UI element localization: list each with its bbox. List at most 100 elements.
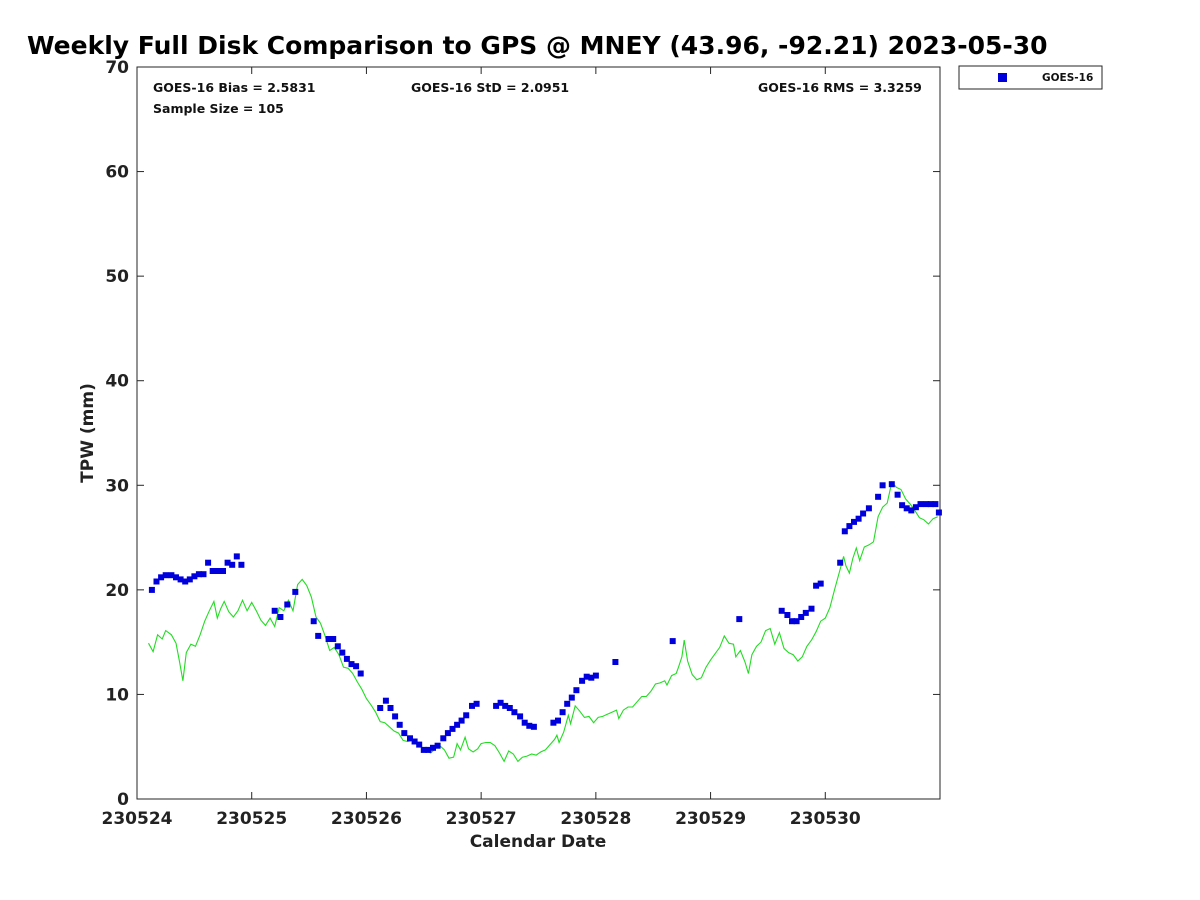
data-point-34 — [377, 705, 384, 711]
data-point-85 — [817, 580, 824, 587]
data-point-102 — [923, 501, 930, 508]
data-point-22 — [284, 601, 291, 608]
data-point-5 — [173, 574, 179, 581]
data-point-101 — [917, 501, 924, 508]
x-axis-label: Calendar Date — [470, 832, 607, 852]
data-point-69 — [573, 687, 580, 694]
data-point-80 — [793, 618, 800, 625]
data-point-27 — [330, 636, 337, 642]
data-point-97 — [899, 502, 906, 509]
data-point-90 — [855, 515, 862, 522]
data-point-73 — [592, 672, 599, 679]
data-point-79 — [789, 618, 795, 625]
data-point-23 — [292, 588, 299, 595]
data-point-86 — [837, 559, 844, 566]
x-tick-label-0: 230524 — [102, 809, 173, 829]
data-point-103 — [927, 501, 934, 508]
chart-title: Weekly Full Disk Comparison to GPS @ MNE… — [27, 31, 1048, 60]
data-point-44 — [425, 746, 432, 753]
data-point-82 — [802, 609, 809, 616]
plot-frame — [136, 66, 941, 800]
gps-line — [148, 480, 938, 763]
data-point-60 — [517, 713, 524, 720]
x-tick-label-5: 230529 — [675, 809, 746, 829]
data-point-8 — [186, 576, 193, 583]
data-point-99 — [908, 507, 915, 514]
data-point-65 — [555, 717, 561, 724]
data-point-94 — [879, 482, 886, 489]
data-point-50 — [454, 721, 461, 728]
data-point-47 — [440, 735, 447, 742]
data-point-53 — [469, 702, 475, 709]
data-point-96 — [894, 491, 901, 498]
data-point-51 — [458, 717, 465, 724]
data-point-67 — [564, 700, 571, 707]
data-point-75 — [669, 638, 676, 645]
data-point-52 — [463, 712, 470, 719]
data-point-4 — [168, 572, 175, 579]
data-point-17 — [229, 561, 236, 568]
x-tick-label-6: 230530 — [790, 809, 861, 829]
data-point-87 — [841, 528, 848, 535]
data-point-31 — [348, 661, 355, 668]
data-point-42 — [416, 741, 423, 748]
data-point-43 — [420, 746, 427, 753]
x-tick-label-4: 230528 — [560, 809, 631, 829]
data-point-81 — [798, 614, 805, 620]
data-point-46 — [434, 742, 441, 749]
data-point-62 — [526, 722, 533, 729]
data-point-100 — [912, 504, 919, 511]
data-point-95 — [888, 481, 895, 488]
data-point-105 — [935, 509, 942, 516]
data-point-26 — [325, 636, 332, 642]
data-point-55 — [493, 702, 500, 709]
y-tick-label-4: 40 — [105, 372, 129, 392]
data-point-28 — [334, 643, 341, 650]
data-point-40 — [407, 735, 413, 742]
data-point-39 — [401, 730, 408, 737]
data-point-0 — [148, 586, 155, 593]
data-point-104 — [932, 501, 939, 508]
data-point-35 — [382, 697, 389, 704]
data-point-14 — [215, 568, 222, 574]
data-point-1 — [153, 578, 160, 585]
data-point-41 — [411, 738, 418, 745]
data-point-92 — [865, 505, 872, 512]
data-point-93 — [875, 493, 882, 500]
data-point-74 — [612, 659, 619, 665]
data-point-15 — [220, 568, 226, 574]
legend-box — [958, 65, 1103, 90]
y-tick-label-5: 50 — [105, 267, 129, 287]
legend-label-goes16: GOES-16 — [1042, 72, 1093, 84]
data-point-98 — [903, 505, 910, 512]
data-point-78 — [784, 612, 791, 618]
data-point-91 — [860, 510, 867, 517]
data-point-56 — [497, 699, 504, 706]
y-axis-label: TPW (mm) — [78, 383, 98, 483]
y-tick-label-2: 20 — [105, 581, 129, 601]
y-tick-label-7: 70 — [105, 58, 129, 78]
data-point-7 — [182, 578, 189, 585]
data-point-10 — [195, 571, 202, 578]
gps-line-series — [148, 480, 938, 763]
y-axis: 0 10 20 30 40 50 60 70 — [105, 58, 940, 810]
data-point-66 — [559, 709, 566, 716]
data-point-64 — [550, 719, 557, 726]
data-point-13 — [209, 568, 216, 574]
data-point-21 — [277, 614, 284, 620]
x-axis: 230524 230525 230526 230527 230528 230529 2305… — [102, 67, 861, 829]
legend-marker-goes16 — [998, 73, 1007, 82]
data-point-61 — [521, 719, 528, 726]
data-point-11 — [200, 571, 207, 578]
stat-std: GOES-16 StD = 2.0951 — [411, 80, 569, 95]
data-point-3 — [162, 572, 169, 579]
data-point-16 — [224, 559, 231, 566]
y-tick-label-3: 30 — [105, 476, 129, 496]
x-tick-label-2: 230526 — [331, 809, 402, 829]
data-point-6 — [177, 576, 184, 583]
data-point-48 — [444, 730, 451, 737]
data-point-72 — [588, 674, 595, 681]
data-point-83 — [808, 605, 815, 612]
data-point-12 — [205, 559, 212, 566]
